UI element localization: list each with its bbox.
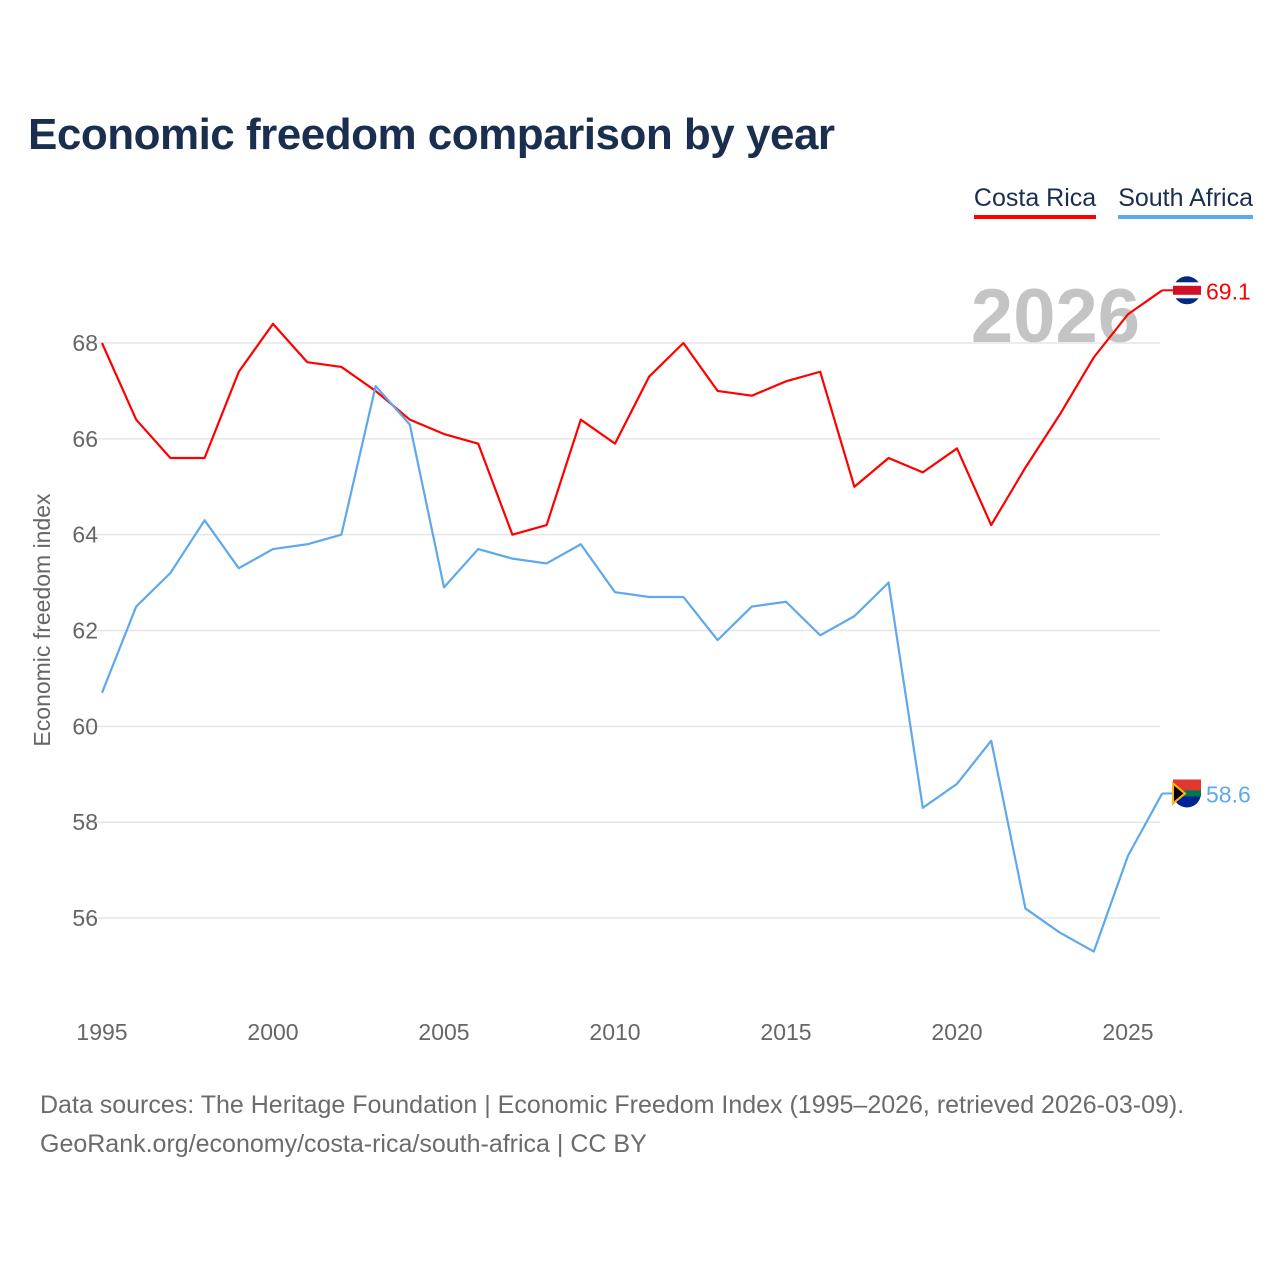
legend-costa-rica[interactable]: Costa Rica: [973, 184, 1097, 219]
y-tick-label: 68: [72, 330, 98, 356]
flag-stripe: [1172, 781, 1187, 806]
year-watermark: 2026: [971, 274, 1140, 359]
footer: Data sources: The Heritage Foundation | …: [40, 1086, 1184, 1164]
end-value-label: 69.1: [1206, 278, 1251, 304]
legend-south-africa[interactable]: South Africa: [1118, 184, 1253, 219]
chart-title: Economic freedom comparison by year: [28, 110, 835, 159]
footer-link[interactable]: GeoRank.org/economy/costa-rica/south-afr…: [40, 1130, 647, 1158]
y-axis-label: Economic freedom index: [29, 493, 55, 747]
x-tick-label: 2000: [247, 1019, 298, 1045]
x-tick-label: 2025: [1102, 1019, 1153, 1045]
series-line-south-africa: [100, 385, 1164, 953]
footer-sources: Data sources: The Heritage Foundation | …: [40, 1091, 1185, 1119]
x-tick-label: 2020: [931, 1019, 982, 1045]
end-value-label: 58.6: [1206, 781, 1251, 807]
x-tick-label: 2010: [589, 1019, 640, 1045]
series-line-costa-rica: [100, 289, 1163, 536]
y-tick-label: 58: [72, 809, 98, 835]
y-tick-label: 60: [72, 713, 98, 739]
flag-stripe: [1173, 285, 1201, 295]
y-tick-label: 56: [72, 905, 98, 931]
legend: Costa Rica South Africa: [973, 184, 1253, 219]
x-tick-label: 2015: [760, 1019, 811, 1045]
y-tick-label: 62: [72, 618, 98, 644]
x-tick-label: 2005: [418, 1019, 469, 1045]
y-tick-label: 64: [72, 522, 98, 548]
line-chart: 2026 56 58 60 62 64 66 68 1995 2000 2005 2010 2015 20…: [29, 274, 1251, 1045]
flag-stripe: [1173, 790, 1201, 797]
x-tick-label: 1995: [76, 1019, 127, 1045]
y-tick-label: 66: [72, 426, 98, 452]
